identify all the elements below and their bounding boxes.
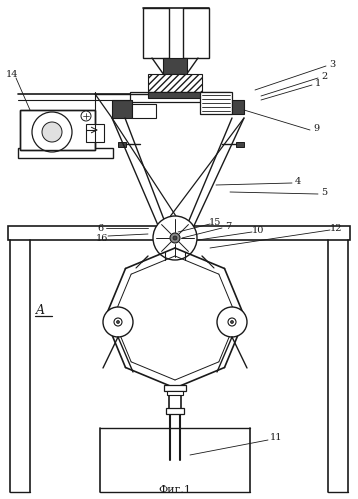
Text: 2: 2 [321, 71, 327, 80]
Text: 12: 12 [330, 224, 342, 233]
Text: Фиг.1: Фиг.1 [159, 485, 192, 495]
Circle shape [231, 320, 233, 323]
Bar [18, 148, 113, 158]
Bar [132, 104, 156, 118]
Text: 1: 1 [315, 78, 321, 87]
Bar [148, 92, 202, 98]
Text: 6: 6 [97, 224, 103, 233]
Bar [20, 110, 95, 150]
Text: 7: 7 [225, 222, 231, 231]
Circle shape [103, 307, 133, 337]
Circle shape [173, 236, 177, 240]
Text: 14: 14 [6, 69, 18, 78]
Bar [8, 226, 350, 240]
Bar [200, 92, 232, 114]
Text: 11: 11 [270, 434, 282, 443]
Bar [143, 8, 169, 58]
Bar [20, 110, 95, 150]
Bar [130, 92, 230, 102]
Bar [112, 100, 132, 118]
Bar [118, 142, 126, 147]
Text: 10: 10 [252, 226, 264, 235]
Text: 3: 3 [329, 59, 335, 68]
Circle shape [81, 111, 91, 121]
Circle shape [170, 233, 180, 243]
Circle shape [42, 122, 62, 142]
Text: 15: 15 [209, 218, 221, 227]
Text: A: A [35, 303, 44, 316]
Circle shape [116, 320, 120, 323]
Bar [167, 391, 183, 395]
Circle shape [217, 307, 247, 337]
Bar [86, 124, 104, 142]
Text: 5: 5 [321, 188, 327, 197]
Bar [164, 385, 186, 391]
Bar [163, 58, 187, 74]
Bar [166, 408, 184, 414]
Text: 9: 9 [313, 123, 319, 133]
Bar [232, 100, 244, 114]
Bar [236, 142, 244, 147]
Circle shape [153, 216, 197, 260]
Bar [183, 8, 209, 58]
Text: 16: 16 [96, 234, 108, 243]
Text: 4: 4 [295, 177, 301, 186]
Bar [148, 74, 202, 92]
Circle shape [32, 112, 72, 152]
